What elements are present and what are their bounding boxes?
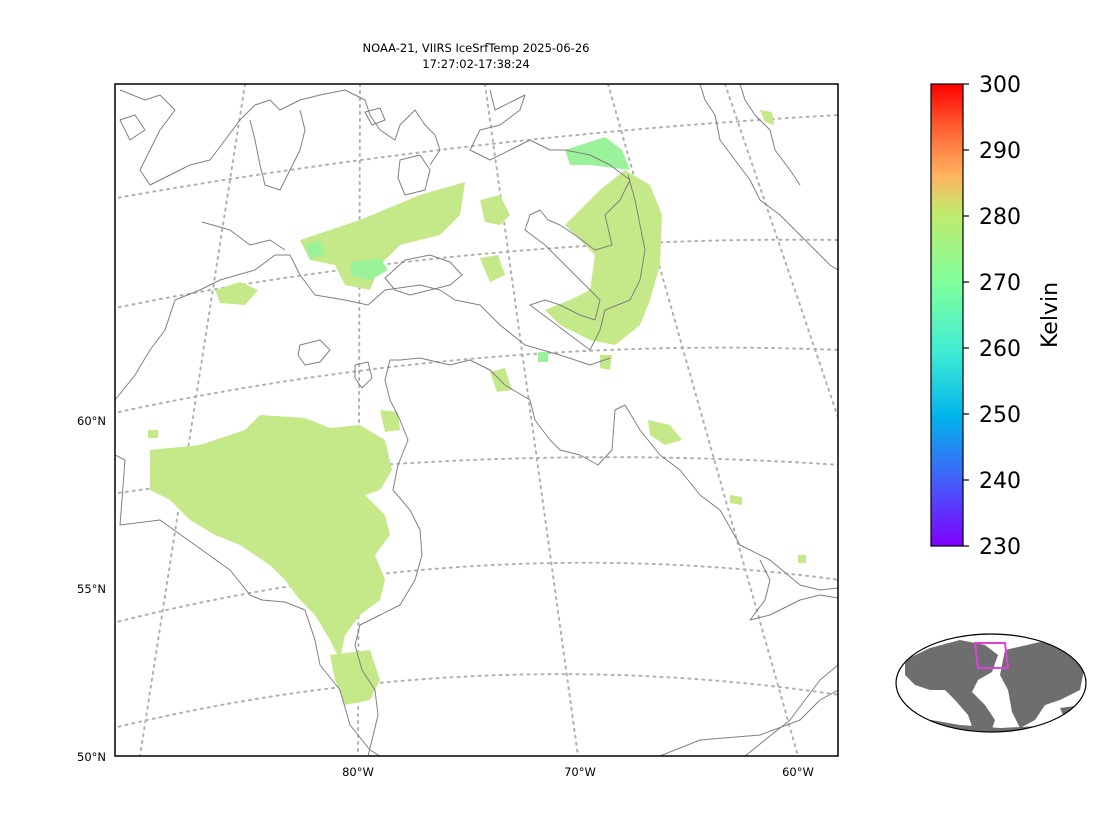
ice-patch <box>480 195 510 225</box>
map-frame <box>114 83 839 757</box>
colorbar-tick-label: 230 <box>979 535 1021 560</box>
lat-label-55n: 55°N <box>77 582 106 596</box>
lat-label-60n: 60°N <box>77 414 106 428</box>
colorbar-tick-label: 280 <box>979 205 1021 230</box>
ice-patch <box>600 355 612 370</box>
ice-patch <box>480 255 505 282</box>
lon-label-70w: 70°W <box>564 765 596 779</box>
coastlines <box>115 84 838 756</box>
lon-label-60w: 60°W <box>782 765 814 779</box>
ice-patch <box>798 555 806 563</box>
ice-patch <box>760 110 774 125</box>
baffin-island-ice <box>545 170 662 345</box>
cold-ice-region <box>565 137 630 170</box>
inset-globe <box>895 633 1087 733</box>
colorbar-tick-label: 300 <box>979 73 1021 98</box>
map-title-line1: NOAA-21, VIIRS IceSrfTemp 2025-06-26 <box>363 41 590 55</box>
colorbar-ticks: 300 290 280 270 260 250 240 230 <box>963 73 1021 560</box>
inset-eurasia-africa <box>1000 642 1085 728</box>
inset-australia <box>1060 706 1078 720</box>
cold-ice-patch <box>350 258 388 280</box>
ice-patch <box>215 282 258 305</box>
foxe-basin-ice <box>300 182 465 290</box>
ice-patch <box>380 410 400 432</box>
lat-label-50n: 50°N <box>77 750 106 764</box>
map-title-line2: 17:27:02-17:38:24 <box>422 57 529 71</box>
colorbar-tick-label: 270 <box>979 271 1021 296</box>
ice-patch <box>730 495 742 505</box>
hudson-bay-west-ice <box>150 415 392 660</box>
colorbar-tick-label: 290 <box>979 139 1021 164</box>
colorbar-tick-label: 250 <box>979 403 1021 428</box>
ice-patch <box>148 430 158 438</box>
inset-globe-outline <box>895 633 1087 733</box>
james-bay-ice <box>330 650 380 705</box>
colorbar-tick-label: 240 <box>979 469 1021 494</box>
colorbar-tick-label: 260 <box>979 337 1021 362</box>
lon-label-80w: 80°W <box>342 765 374 779</box>
colorbar-label: Kelvin <box>1038 282 1063 348</box>
inset-region-box <box>973 642 1010 669</box>
colorbar-gradient <box>930 83 964 547</box>
map-panel <box>114 83 839 757</box>
colorbar: 300 290 280 270 260 250 240 230 Kelvin <box>930 73 1063 560</box>
inset-americas <box>905 640 998 732</box>
cold-ice-patch <box>305 240 325 258</box>
ice-patch <box>648 420 682 445</box>
cold-ice-patch <box>538 352 548 362</box>
